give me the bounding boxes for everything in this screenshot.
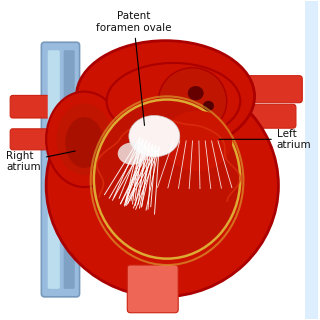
Ellipse shape <box>188 86 204 100</box>
Ellipse shape <box>94 100 240 259</box>
FancyBboxPatch shape <box>41 42 80 297</box>
Ellipse shape <box>46 92 123 187</box>
Ellipse shape <box>158 68 227 134</box>
FancyBboxPatch shape <box>64 50 75 289</box>
FancyBboxPatch shape <box>127 265 178 313</box>
Ellipse shape <box>46 74 278 297</box>
Ellipse shape <box>107 63 240 139</box>
Ellipse shape <box>129 116 180 157</box>
FancyBboxPatch shape <box>48 50 60 289</box>
Ellipse shape <box>162 111 232 171</box>
FancyBboxPatch shape <box>306 1 318 319</box>
FancyBboxPatch shape <box>10 129 50 150</box>
Ellipse shape <box>57 103 112 175</box>
Text: Right
atrium: Right atrium <box>6 151 75 172</box>
FancyBboxPatch shape <box>239 104 296 128</box>
Ellipse shape <box>76 41 255 152</box>
Text: Patent
foramen ovale: Patent foramen ovale <box>96 11 172 125</box>
FancyBboxPatch shape <box>10 95 50 118</box>
Ellipse shape <box>203 101 214 111</box>
FancyBboxPatch shape <box>239 76 302 103</box>
Text: Left
atrium: Left atrium <box>219 129 311 150</box>
Ellipse shape <box>118 142 146 165</box>
Ellipse shape <box>65 117 103 168</box>
